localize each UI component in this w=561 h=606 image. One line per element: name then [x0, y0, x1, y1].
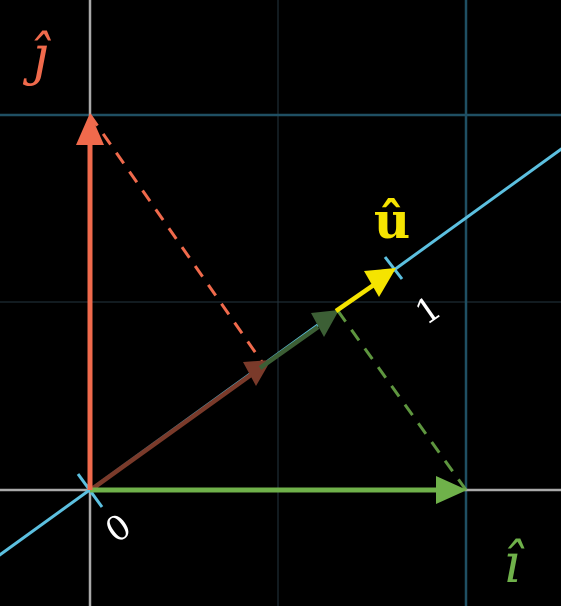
i-hat-label: î — [503, 532, 525, 595]
unit-tick — [383, 256, 404, 280]
i-projection-arrowhead — [311, 310, 339, 337]
j-hat-arrowhead — [76, 113, 104, 145]
i-projection-vector — [258, 325, 320, 370]
j-projection-vector — [90, 370, 257, 491]
i-hat-arrowhead — [436, 476, 467, 504]
j-projection-dashed — [88, 114, 264, 363]
u-hat-label: û — [374, 191, 410, 250]
u-arrowhead — [364, 268, 396, 297]
u-vector — [334, 280, 380, 313]
